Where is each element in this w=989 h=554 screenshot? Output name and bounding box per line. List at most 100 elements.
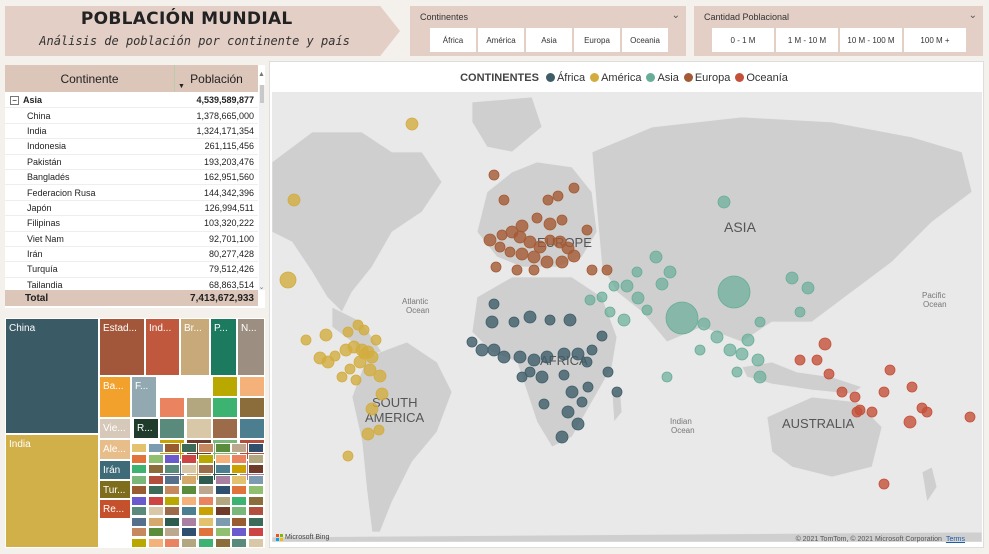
- map-bubble[interactable]: [878, 478, 890, 490]
- treemap-tile-small[interactable]: [214, 537, 231, 548]
- table-row[interactable]: Federacion Rusa 144,342,396: [5, 185, 258, 201]
- treemap-tile-small[interactable]: [212, 376, 238, 397]
- map-bubble[interactable]: [508, 316, 520, 328]
- map-bubble[interactable]: [884, 364, 896, 376]
- map-bubble[interactable]: [370, 334, 382, 346]
- map-bubble[interactable]: [631, 291, 645, 305]
- collapse-icon[interactable]: −: [10, 95, 19, 105]
- map-bubble[interactable]: [794, 306, 806, 318]
- treemap-tile-n[interactable]: N...: [237, 318, 265, 376]
- treemap-tile-tur[interactable]: Tur...: [99, 480, 131, 499]
- map-bubble[interactable]: [504, 246, 516, 258]
- slicer-option-10m-100m[interactable]: 10 M - 100 M: [840, 28, 902, 52]
- map-bubble[interactable]: [596, 291, 608, 303]
- slicer-option-oceania[interactable]: Oceania: [622, 28, 668, 52]
- table-row[interactable]: Japón 126,994,511: [5, 201, 258, 217]
- chevron-down-icon[interactable]: ⌄: [671, 10, 680, 21]
- map-bubble[interactable]: [581, 356, 593, 368]
- legend-item[interactable]: África: [545, 72, 585, 84]
- map-bubble[interactable]: [487, 343, 501, 357]
- map-bubble[interactable]: [538, 398, 550, 410]
- treemap-tile-small[interactable]: [197, 495, 214, 506]
- treemap-tile-small[interactable]: [147, 474, 164, 485]
- treemap-tile-small[interactable]: [212, 397, 238, 418]
- treemap-tile-small[interactable]: [185, 418, 212, 439]
- map-bubble[interactable]: [363, 363, 377, 377]
- map-bubble[interactable]: [279, 271, 297, 289]
- map-bubble[interactable]: [906, 381, 918, 393]
- map-bubble[interactable]: [586, 344, 598, 356]
- legend-item[interactable]: Oceanía: [735, 72, 788, 84]
- treemap-tile-ba[interactable]: Ba...: [99, 376, 131, 418]
- map-bubble[interactable]: [535, 370, 549, 384]
- treemap-tile-small[interactable]: [231, 474, 248, 485]
- slicer-option-europa[interactable]: Europa: [574, 28, 620, 52]
- map-bubble[interactable]: [811, 354, 823, 366]
- map-bubble[interactable]: [601, 264, 613, 276]
- table-group-row[interactable]: − Asia 4,539,589,877: [5, 93, 258, 109]
- table-row[interactable]: Filipinas 103,320,222: [5, 216, 258, 232]
- map-bubble[interactable]: [287, 193, 301, 207]
- map-bubble[interactable]: [697, 317, 711, 331]
- map-bubble[interactable]: [665, 301, 699, 335]
- map-bubble[interactable]: [604, 306, 616, 318]
- treemap-tile-small[interactable]: [247, 527, 264, 537]
- treemap-tile-small[interactable]: [164, 474, 181, 485]
- treemap-tile-small[interactable]: [181, 464, 198, 474]
- treemap-tile-ale[interactable]: Ale...: [99, 439, 131, 460]
- column-header-poblacion[interactable]: Población ▼: [175, 65, 258, 92]
- map-bubble[interactable]: [655, 277, 669, 291]
- treemap-tile-small[interactable]: [147, 453, 164, 464]
- table-row[interactable]: India 1,324,171,354: [5, 124, 258, 140]
- map-bubble[interactable]: [531, 212, 543, 224]
- treemap-tile-small[interactable]: [181, 443, 198, 453]
- column-header-continente[interactable]: Continente: [5, 65, 175, 92]
- treemap-tile-small[interactable]: [131, 474, 147, 485]
- treemap-tile-small[interactable]: [247, 453, 264, 464]
- slicer-option-100m-plus[interactable]: 100 M +: [904, 28, 966, 52]
- map-bubble[interactable]: [921, 406, 933, 418]
- treemap-tile-r[interactable]: R...: [133, 418, 159, 439]
- treemap-tile-small[interactable]: [164, 506, 181, 516]
- treemap-tile-small[interactable]: [159, 397, 185, 418]
- treemap-tile-small[interactable]: [214, 474, 231, 485]
- treemap-tile-small[interactable]: [131, 506, 147, 516]
- map-bubble[interactable]: [571, 417, 585, 431]
- map-bubble[interactable]: [466, 336, 478, 348]
- map-bubble[interactable]: [617, 313, 631, 327]
- treemap-tile-small[interactable]: [164, 464, 181, 474]
- map-bubble[interactable]: [375, 387, 389, 401]
- treemap-tile-small[interactable]: [197, 443, 214, 453]
- treemap-tile-small[interactable]: [131, 527, 147, 537]
- treemap-tile-small[interactable]: [231, 443, 248, 453]
- treemap-tile-small[interactable]: [247, 506, 264, 516]
- map-bubble[interactable]: [543, 217, 557, 231]
- treemap-tile-vie[interactable]: Vie...: [99, 418, 131, 439]
- map-bubble[interactable]: [483, 233, 497, 247]
- chevron-down-icon[interactable]: ⌄: [968, 10, 977, 21]
- slicer-option-1m-10m[interactable]: 1 M - 10 M: [776, 28, 838, 52]
- treemap-tile-small[interactable]: [181, 474, 198, 485]
- map-bubble[interactable]: [631, 266, 643, 278]
- table-row[interactable]: Viet Nam 92,701,100: [5, 232, 258, 247]
- treemap-tile-small[interactable]: [181, 506, 198, 516]
- table-row[interactable]: Turquía 79,512,426: [5, 262, 258, 278]
- map-bubble[interactable]: [620, 279, 634, 293]
- treemap-tile-small[interactable]: [247, 537, 264, 548]
- treemap-tile-small[interactable]: [231, 485, 248, 495]
- treemap-tile-small[interactable]: [238, 376, 265, 397]
- map-bubble[interactable]: [405, 117, 419, 131]
- map-bubble[interactable]: [475, 343, 489, 357]
- map-bubble[interactable]: [558, 369, 570, 381]
- map-bubble[interactable]: [596, 330, 608, 342]
- map-bubble[interactable]: [866, 406, 878, 418]
- treemap-tile-small[interactable]: [231, 453, 248, 464]
- treemap-tile-small[interactable]: [181, 527, 198, 537]
- map-bubble[interactable]: [563, 313, 577, 327]
- map-bubble[interactable]: [567, 249, 581, 263]
- map-bubble[interactable]: [552, 190, 564, 202]
- map-bubble[interactable]: [849, 391, 861, 403]
- treemap-tile-small[interactable]: [147, 537, 164, 548]
- map-bubble[interactable]: [319, 328, 333, 342]
- map-bubble[interactable]: [540, 350, 554, 364]
